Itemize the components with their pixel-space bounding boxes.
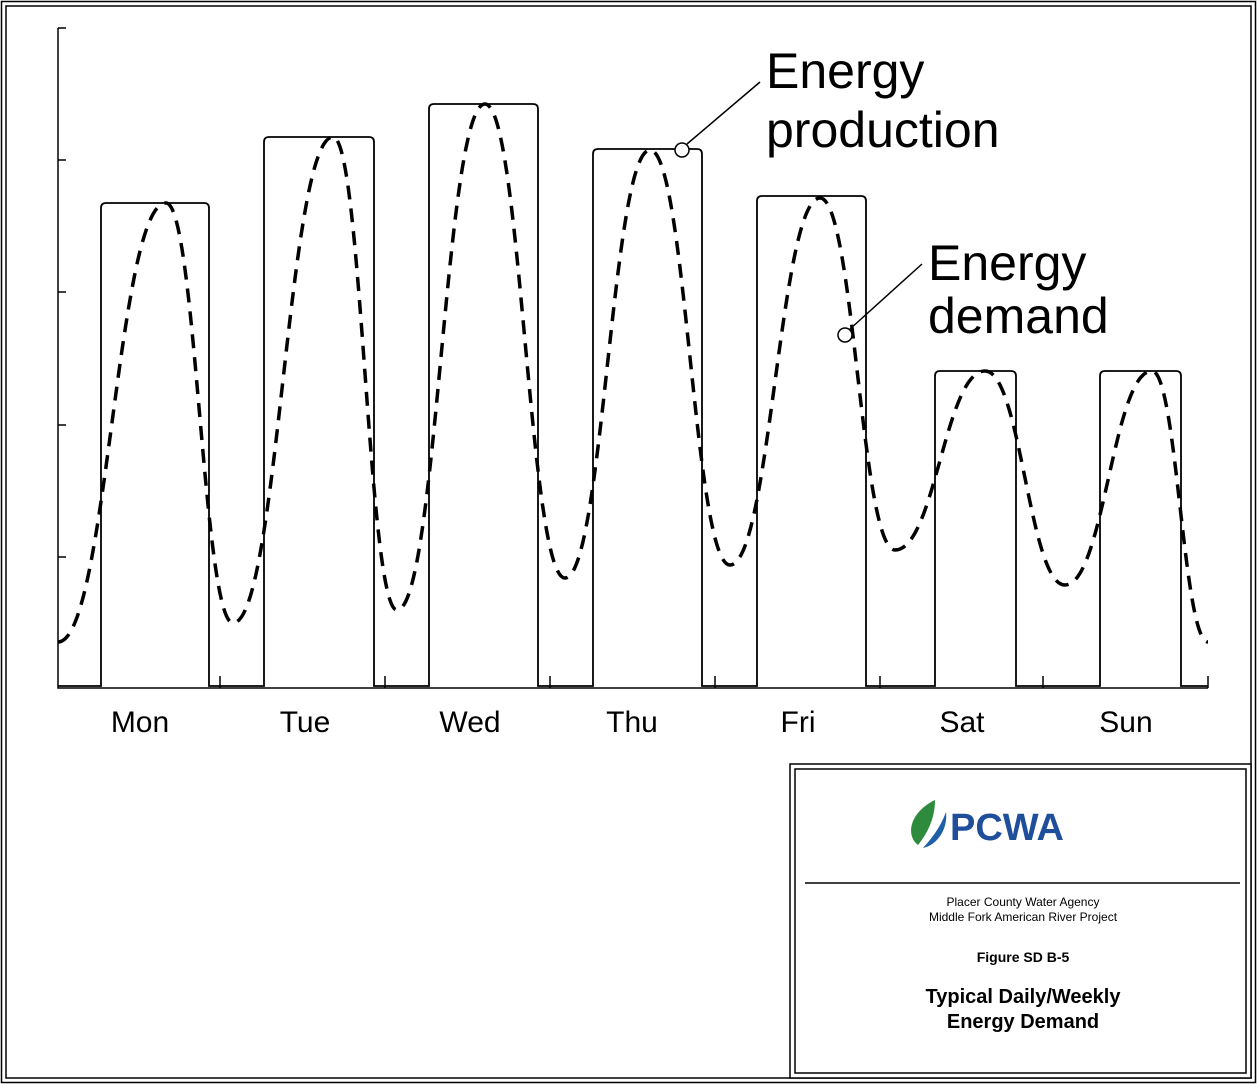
axes: [57, 27, 1209, 689]
title-block: PCWA Placer County Water Agency Middle F…: [789, 763, 1252, 1079]
agency: Placer County Water Agency: [947, 895, 1100, 909]
title-block-inner: [794, 768, 1247, 1074]
day-label: Sun: [1099, 706, 1152, 739]
callout-text: Energy: [928, 235, 1086, 291]
production-line: [58, 103, 1208, 687]
callout-line: [849, 263, 923, 330]
callout-line: [686, 81, 761, 145]
demand-curve: [57, 102, 1209, 644]
callout-text: demand: [928, 288, 1109, 344]
inner-border: [5, 5, 1252, 1079]
callout-text: production: [766, 102, 1000, 158]
day-label: Sat: [939, 706, 985, 739]
project: Middle Fork American River Project: [929, 910, 1118, 924]
axis-lines: [57, 28, 1208, 689]
day-label: Wed: [439, 706, 500, 739]
day-label: Tue: [280, 706, 331, 739]
figure-number: Figure SD B-5: [977, 949, 1070, 965]
logo-drop: [911, 800, 935, 845]
callout-marker: [837, 327, 853, 343]
day-labels: Mon Tue Wed Thu Fri Sat Sun: [111, 706, 1153, 739]
y-ticks: [58, 27, 66, 558]
figure-title: Energy Demand: [947, 1011, 1099, 1033]
logo-text: PCWA: [950, 807, 1064, 849]
day-label: Mon: [111, 706, 169, 739]
day-label: Thu: [606, 706, 658, 739]
callout-text: Energy: [766, 43, 924, 99]
x-ticks: [219, 676, 1209, 688]
callout-marker: [674, 142, 690, 158]
figure-title: Typical Daily/Weekly: [926, 986, 1122, 1008]
logo-drop-accent: [923, 812, 947, 848]
title-block-border: [789, 763, 1252, 1079]
day-label: Fri: [781, 706, 816, 739]
